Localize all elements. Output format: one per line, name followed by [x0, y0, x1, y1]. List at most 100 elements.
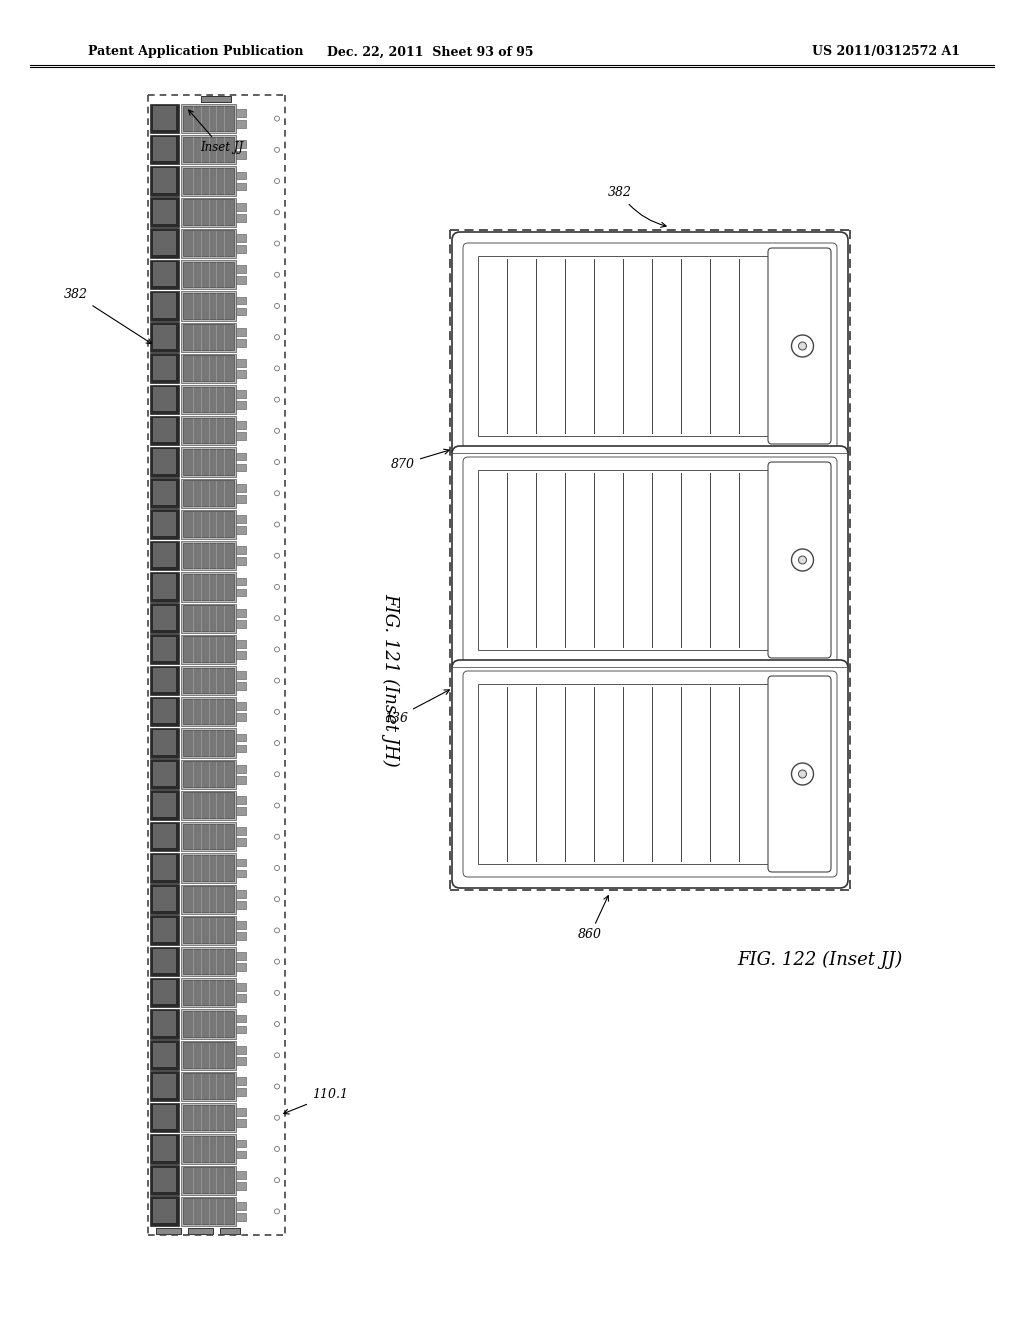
Bar [236, 964, 246, 972]
Bar [153, 949, 176, 973]
Bar [236, 1015, 246, 1023]
Bar [236, 796, 246, 804]
Bar [236, 421, 246, 429]
Bar [236, 589, 246, 597]
Bar [150, 1102, 179, 1133]
Bar [183, 1011, 234, 1036]
Bar [183, 137, 234, 162]
Bar [236, 672, 246, 678]
Bar [220, 1228, 240, 1234]
Bar [236, 484, 246, 492]
Bar [236, 391, 246, 399]
Bar [153, 1043, 176, 1067]
Circle shape [274, 803, 280, 808]
Bar [181, 447, 236, 477]
Bar [153, 231, 176, 255]
Bar [236, 453, 246, 461]
Circle shape [274, 772, 280, 776]
Bar [156, 1228, 181, 1234]
Bar [188, 1228, 213, 1234]
Bar [236, 546, 246, 554]
Bar [236, 921, 246, 929]
Bar [236, 140, 246, 148]
Bar [236, 495, 246, 503]
Circle shape [274, 1209, 280, 1214]
Bar [236, 246, 246, 253]
Bar [153, 762, 176, 785]
Circle shape [792, 763, 813, 785]
FancyBboxPatch shape [768, 676, 831, 873]
Bar [150, 853, 179, 883]
Bar [181, 916, 236, 945]
Bar [150, 635, 179, 664]
Bar [236, 682, 246, 690]
Bar [236, 1171, 246, 1179]
Text: FIG. 122 (Inset JJ): FIG. 122 (Inset JJ) [737, 950, 902, 969]
Bar [236, 828, 246, 836]
Bar [181, 1072, 236, 1101]
Bar [150, 915, 179, 945]
Text: 870: 870 [391, 449, 450, 470]
Bar [153, 606, 176, 630]
Bar [153, 169, 176, 193]
Bar [183, 1199, 234, 1224]
FancyBboxPatch shape [452, 446, 848, 675]
Bar [150, 416, 179, 445]
Bar [153, 543, 176, 568]
Bar [236, 1057, 246, 1065]
Bar [153, 855, 176, 879]
Bar [183, 323, 234, 350]
Bar [153, 449, 176, 474]
Bar [181, 667, 236, 696]
Bar [236, 734, 246, 742]
Bar [236, 744, 246, 752]
Bar [183, 449, 234, 475]
Bar [181, 1166, 236, 1195]
Bar [183, 698, 234, 725]
Bar [236, 870, 246, 878]
Bar [181, 1197, 236, 1226]
Circle shape [274, 459, 280, 465]
Bar [150, 510, 179, 539]
Bar [236, 1139, 246, 1147]
Bar [478, 256, 768, 436]
Bar [181, 697, 236, 726]
Bar [181, 1010, 236, 1039]
Bar [150, 478, 179, 508]
Bar [150, 384, 179, 414]
Circle shape [274, 366, 280, 371]
Bar [183, 668, 234, 693]
Text: 110.1: 110.1 [284, 1089, 348, 1114]
Text: 382: 382 [63, 289, 152, 343]
Bar [181, 292, 236, 321]
Bar [236, 370, 246, 378]
Bar [183, 636, 234, 663]
FancyBboxPatch shape [768, 462, 831, 657]
Bar [153, 137, 176, 161]
Bar [183, 511, 234, 537]
Bar [153, 1011, 176, 1036]
Bar [236, 640, 246, 648]
FancyBboxPatch shape [452, 232, 848, 459]
Bar [181, 635, 236, 664]
Bar [236, 578, 246, 585]
Bar [236, 983, 246, 991]
Bar [150, 665, 179, 696]
Bar [236, 182, 246, 190]
Circle shape [274, 491, 280, 496]
Bar [153, 730, 176, 755]
Bar [153, 700, 176, 723]
Bar [150, 1134, 179, 1163]
Circle shape [274, 304, 280, 309]
Bar [236, 1213, 246, 1221]
Circle shape [274, 866, 280, 870]
Bar [183, 480, 234, 506]
Circle shape [274, 1022, 280, 1027]
Bar [181, 135, 236, 165]
Bar [236, 359, 246, 367]
Circle shape [274, 647, 280, 652]
Bar [236, 838, 246, 846]
Bar [236, 776, 246, 784]
Bar [150, 135, 179, 165]
Bar [153, 293, 176, 318]
